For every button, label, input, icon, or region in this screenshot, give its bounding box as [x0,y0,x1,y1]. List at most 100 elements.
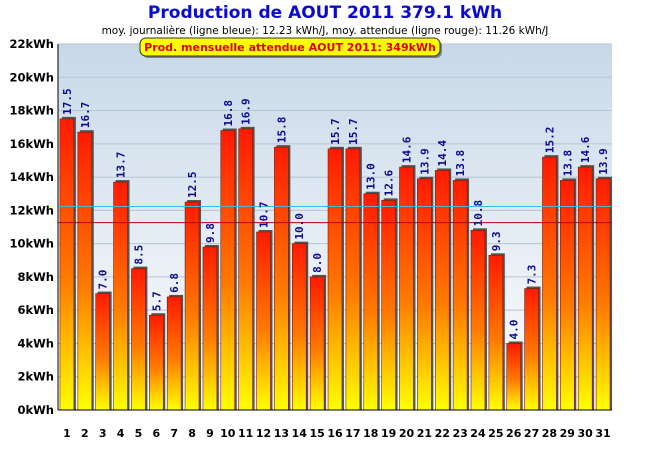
y-tick-label: 18kWh [9,104,54,118]
bar-value-label: 14.6 [400,136,413,163]
y-axis-ticks: 0kWh 2kWh 4kWh 6kWh 8kWh 10kWh 12kWh 14kWh 16kWh… [9,37,54,417]
x-tick-label: 8 [188,427,196,440]
x-tick-label: 28 [542,427,557,440]
bar [381,200,396,411]
bar-value-label: 16.9 [240,98,253,124]
bar [184,201,200,411]
bar-value-label: 9.3 [490,231,503,251]
expected-production-badge: Prod. mensuelle attendue AOUT 2011: 349k… [139,37,442,58]
x-axis-ticks: 1 2 3 4 5 6 7 8 9 10 11 12 13 14 15 16 17 18 19 20 21 22 23 24 2… [63,427,611,440]
x-tick-label: 10 [220,427,236,440]
bars-group [59,116,613,411]
x-tick-label: 11 [238,427,253,440]
y-tick-label: 10kWh [9,237,54,251]
x-tick-label: 30 [578,427,594,440]
bar-value-label: 7.0 [97,270,110,290]
bar [470,230,486,411]
x-tick-label: 27 [524,427,539,440]
bar [131,268,146,411]
bar-value-label: 13.9 [418,148,431,175]
x-tick-label: 6 [152,427,160,440]
bar-value-label: 13.7 [115,152,128,179]
bar-value-label: 8.0 [311,253,324,273]
bar-value-label: 7.3 [526,265,539,285]
bar [202,246,218,411]
bar-value-label: 12.5 [186,172,199,199]
bar-value-label: 15.8 [275,117,288,144]
x-tick-label: 17 [345,427,360,440]
badge-text: Prod. mensuelle attendue AOUT 2011: 349k… [144,41,436,54]
bar-value-label: 8.5 [132,245,145,265]
x-tick-label: 26 [506,427,522,440]
bar [59,118,75,411]
bar-value-label: 14.6 [579,136,592,163]
y-tick-label: 12kWh [9,203,54,217]
bar-value-label: 15.7 [329,118,342,145]
x-tick-label: 21 [417,427,432,440]
x-tick-label: 14 [292,427,308,440]
bar-value-label: 5.7 [150,291,163,311]
y-tick-label: 2kWh [17,370,54,384]
x-tick-label: 19 [381,427,396,440]
bar [488,254,504,411]
bar [291,243,307,411]
y-tick-label: 6kWh [17,303,54,317]
x-tick-label: 23 [452,427,467,440]
y-tick-label: 4kWh [17,336,54,350]
bar-value-label: 15.7 [347,118,360,145]
bar [399,166,414,411]
bar [452,180,468,411]
bar [506,343,521,411]
bar-value-label: 6.8 [168,273,181,293]
x-tick-label: 2 [81,427,89,440]
x-tick-label: 4 [117,427,125,440]
bar [220,130,236,411]
x-tick-label: 9 [206,427,214,440]
x-tick-label: 25 [488,427,503,440]
bar [238,128,253,411]
bar-value-label: 10.0 [293,213,306,240]
x-tick-label: 24 [470,427,486,440]
bar [577,166,593,411]
bar [542,156,557,411]
bar [256,231,271,411]
chart-subtitle: moy. journalière (ligne bleue): 12.23 kW… [102,25,549,37]
bar-value-label: 10.7 [258,201,271,228]
bar-value-label: 12.6 [383,170,396,197]
x-tick-label: 22 [435,427,450,440]
x-tick-label: 12 [256,427,271,440]
bar-value-label: 14.4 [436,140,449,167]
y-tick-label: 8kWh [17,270,54,284]
x-tick-label: 13 [274,427,289,440]
x-tick-label: 16 [327,427,343,440]
bar [166,296,182,411]
y-tick-label: 14kWh [9,170,54,184]
bar [560,180,575,411]
bar-value-label: 13.0 [365,163,378,190]
bar [77,131,93,411]
bar [595,178,611,411]
bar-value-label: 13.9 [597,148,610,175]
bar [274,146,289,411]
bar [524,288,539,411]
bar-value-label: 16.7 [79,102,92,129]
bar-value-label: 10.8 [472,200,485,227]
y-tick-label: 20kWh [9,70,54,84]
bar-value-label: 15.2 [543,127,556,154]
bar [417,178,432,411]
chart-title: Production de AOUT 2011 379.1 kWh [148,3,502,23]
value-labels: 17.5 16.7 7.0 13.7 8.5 5.7 6.8 12.5 9.8 16.8 16.9 1… [61,88,610,339]
bar [95,293,110,411]
bar-value-label: 13.8 [561,150,574,177]
x-tick-label: 29 [560,427,575,440]
x-tick-label: 5 [135,427,143,440]
x-tick-label: 15 [309,427,324,440]
bar-value-label: 4.0 [508,320,521,340]
y-tick-label: 22kWh [9,37,54,51]
reference-lines [58,206,612,224]
x-tick-label: 1 [63,427,71,440]
bar [309,276,325,411]
bar-value-label: 17.5 [61,88,74,115]
bar-value-label: 16.8 [222,100,235,127]
